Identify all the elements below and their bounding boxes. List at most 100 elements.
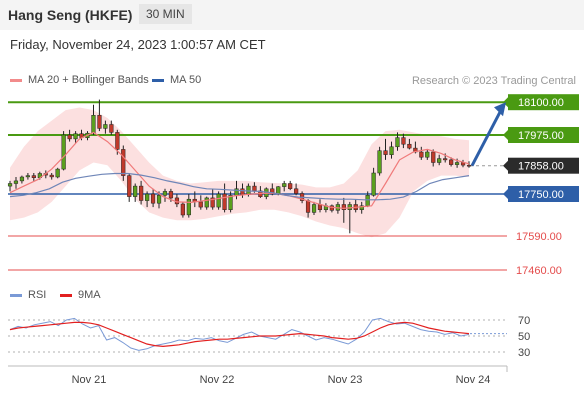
candle	[198, 195, 203, 210]
candle	[282, 180, 287, 192]
candle	[389, 141, 394, 159]
candle-body	[311, 204, 317, 213]
candle-body	[198, 201, 203, 208]
candle-body	[139, 185, 144, 201]
legend-label-9ma: 9MA	[78, 289, 101, 301]
candle-body	[228, 195, 233, 210]
candle	[91, 104, 96, 135]
level-text-17858.00: 17858.00	[518, 161, 564, 173]
candle-body	[168, 191, 174, 199]
candle	[127, 173, 132, 202]
candle-body	[222, 193, 227, 210]
level-label-17975.00: 17975.00	[503, 127, 579, 143]
legend-swatch-ma50	[152, 78, 164, 82]
level-text-17460.00: 17460.00	[516, 265, 562, 277]
level-badge-17975.00	[508, 127, 579, 143]
candle-body	[401, 137, 406, 145]
candle	[55, 167, 60, 179]
candle	[7, 180, 13, 192]
x-tick-label: Nov 22	[200, 374, 235, 386]
candle-body	[31, 175, 36, 178]
level-badge-17858.00	[508, 157, 579, 174]
rsi-line	[9, 317, 470, 351]
candle	[288, 180, 293, 191]
candle-body	[466, 164, 472, 167]
candle	[383, 138, 388, 160]
legend-swatch-9ma	[60, 293, 72, 297]
rsi-tick-label-50: 50	[518, 331, 530, 343]
level-pointer-18100.00	[503, 97, 508, 108]
candle-body	[73, 133, 78, 140]
candle	[437, 154, 442, 166]
candle	[204, 196, 209, 210]
candle	[449, 157, 454, 167]
level-text-17590.00: 17590.00	[516, 231, 562, 243]
candle-body	[276, 186, 281, 195]
candle	[216, 191, 221, 210]
candle	[228, 191, 233, 213]
legend-label-ma20: MA 20 + Bollinger Bands	[28, 74, 149, 86]
candle	[395, 132, 400, 151]
ma50-line	[9, 172, 470, 201]
candle-body	[133, 185, 138, 197]
candle-body	[103, 124, 108, 129]
candle-body	[359, 205, 364, 210]
candle	[109, 120, 114, 135]
candle	[25, 173, 30, 180]
candle-body	[377, 150, 382, 174]
candle-body	[282, 183, 287, 187]
candle-body	[246, 185, 251, 195]
level-text-17975.00: 17975.00	[518, 130, 564, 142]
candle	[150, 188, 156, 208]
candle	[419, 146, 424, 160]
level-badge-18100.00	[508, 94, 579, 111]
candle	[377, 146, 382, 176]
candle-body	[210, 197, 215, 208]
candle-body	[454, 162, 460, 165]
candle-body	[407, 143, 412, 149]
rsi-ma-line	[9, 321, 470, 348]
level-text-17750.00: 17750.00	[518, 189, 564, 201]
candle	[466, 161, 472, 168]
candle	[425, 149, 430, 160]
legend-rsi: RSI	[10, 289, 46, 301]
candle	[139, 180, 144, 205]
forecast-arrow	[470, 109, 503, 167]
candle-body	[371, 172, 376, 196]
instrument-title: Hang Seng (HKFE)	[8, 7, 133, 23]
candle	[359, 201, 364, 214]
candle-body	[150, 193, 156, 204]
candle-body	[329, 205, 334, 211]
x-tick-label: Nov 24	[456, 374, 491, 386]
legend-swatch-rsi	[10, 293, 22, 297]
candle	[401, 133, 406, 149]
candle-body	[67, 134, 72, 140]
legend-label-rsi: RSI	[28, 289, 47, 301]
level-label-17858.00: 17858.00	[503, 157, 579, 174]
candle	[103, 120, 108, 134]
candle-body	[437, 158, 442, 163]
ma20-line	[9, 131, 470, 210]
copyright-text: Research © 2023 Trading Central	[411, 75, 576, 87]
candle-body	[294, 188, 299, 194]
candle-body	[55, 168, 60, 178]
candle	[31, 173, 36, 181]
level-text-18100.00: 18100.00	[518, 97, 564, 109]
candle-body	[127, 175, 132, 197]
candle-body	[7, 183, 13, 187]
candle-body	[443, 158, 448, 161]
candle	[294, 183, 299, 196]
level-label-17590.00: 17590.00	[516, 231, 562, 243]
candle	[162, 188, 168, 202]
forecast-arrowhead	[494, 102, 506, 117]
candle	[19, 175, 25, 184]
legend-swatch-ma20	[10, 78, 22, 82]
level-label-18100.00: 18100.00	[503, 94, 579, 111]
candle-body	[13, 180, 19, 184]
timeframe-badge[interactable]: 30 MIN	[139, 4, 192, 24]
candle-body	[121, 149, 126, 176]
candle	[186, 194, 191, 218]
candle	[13, 177, 19, 189]
candle-body	[341, 204, 346, 210]
